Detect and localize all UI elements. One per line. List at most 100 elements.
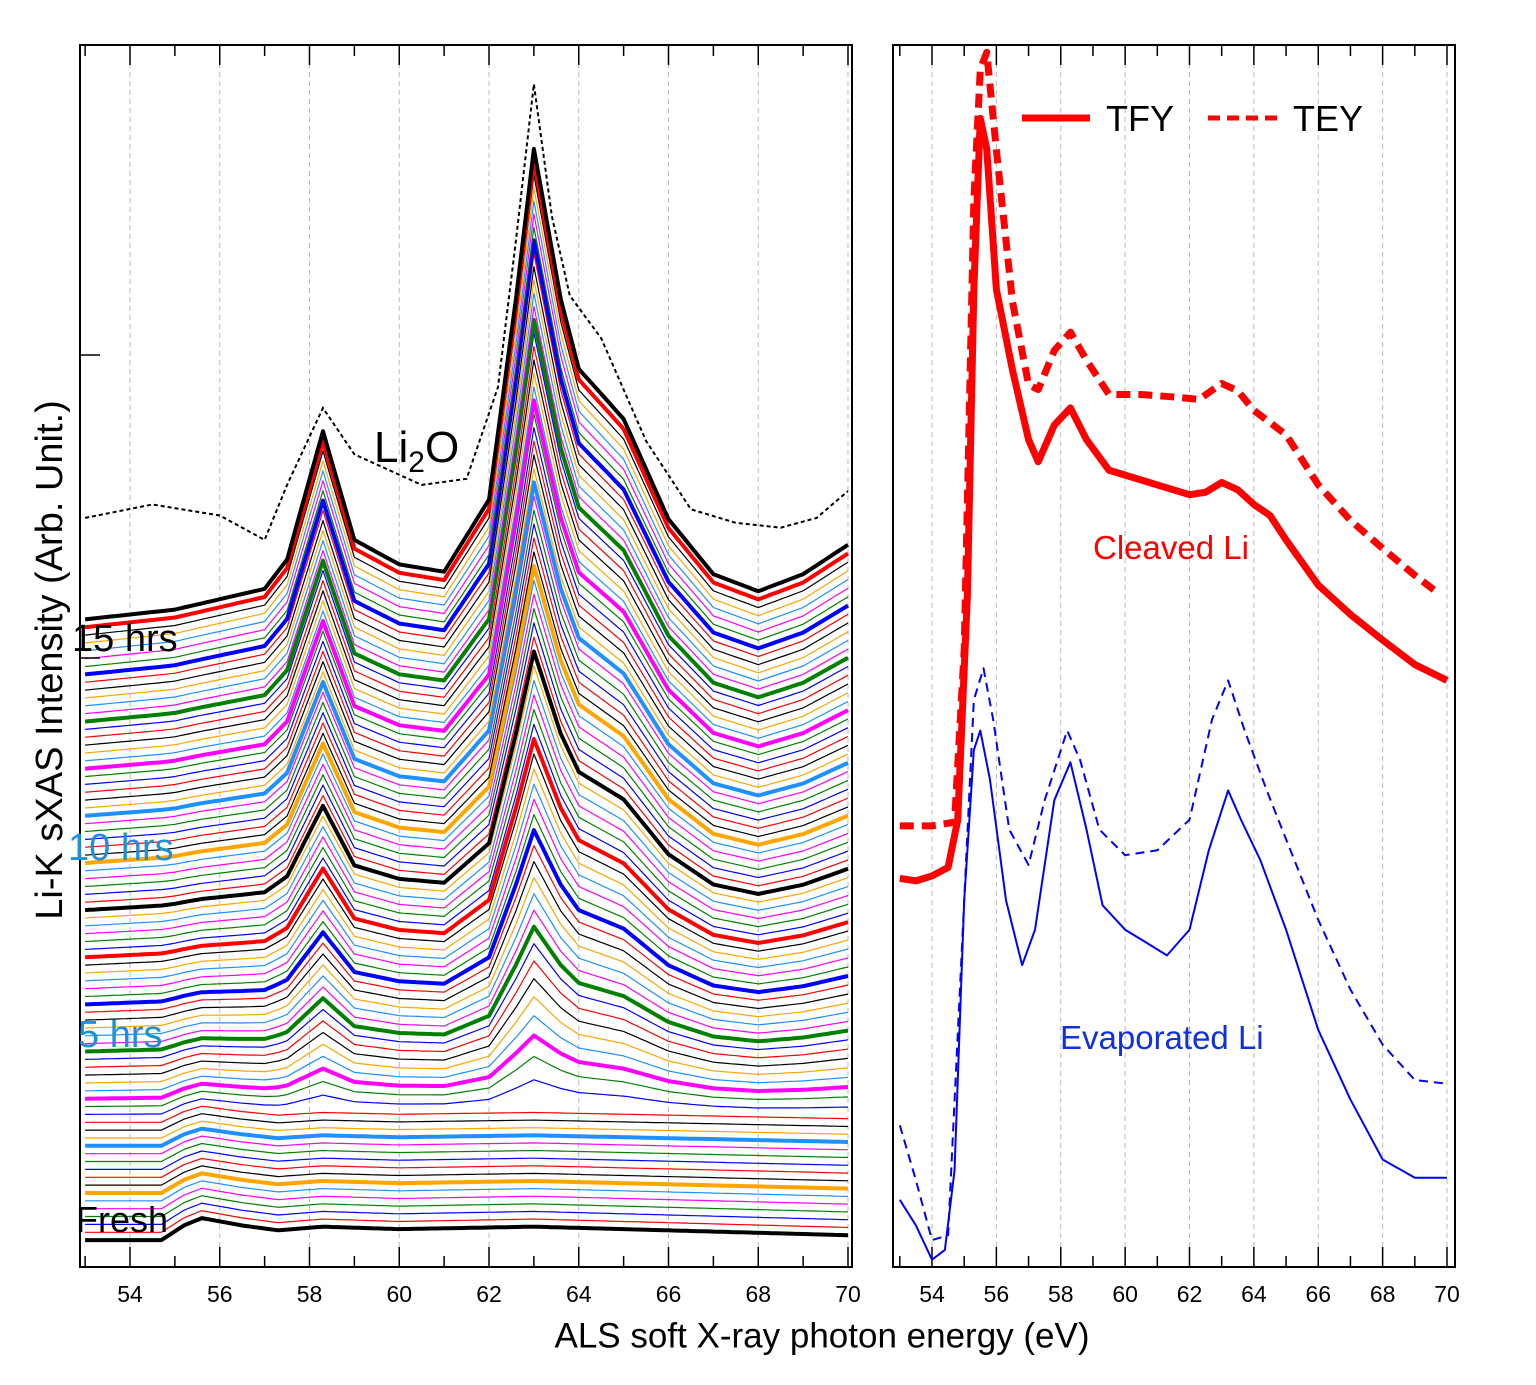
- x-tick-label: 58: [297, 1281, 323, 1307]
- series-line-51: [85, 523, 849, 840]
- series-line-35: [85, 753, 849, 966]
- x-tick-label: 58: [1048, 1281, 1074, 1307]
- series-line-0: [85, 1216, 849, 1243]
- series-line-78: [84, 159, 850, 630]
- x-tick-label: 64: [566, 1281, 592, 1307]
- x-tick-label: 68: [745, 1281, 771, 1307]
- series-line-68: [85, 292, 849, 707]
- series-line-59: [85, 413, 849, 778]
- series-line-57: [85, 440, 849, 793]
- series-line-73: [85, 226, 849, 668]
- series-line-33: [85, 783, 849, 982]
- series-line-39: [85, 694, 849, 935]
- series-cleaved-li-tey: [899, 48, 1437, 830]
- x-tick-label: 56: [984, 1281, 1010, 1307]
- series-line-27: [85, 876, 849, 1029]
- series-line-32: [85, 798, 849, 990]
- series-line-4: [85, 1187, 849, 1210]
- y-axis-label: Li-K sXAS Intensity (Arb. Unit.): [29, 400, 71, 920]
- series-line-8: [85, 1157, 849, 1178]
- label-10-hrs: 10 hrs: [68, 827, 174, 869]
- series-line-61: [85, 386, 849, 762]
- x-tick-label: 64: [1241, 1281, 1267, 1307]
- label-5-hrs: 5 hrs: [78, 1014, 163, 1056]
- x-tick-label: 70: [1434, 1281, 1460, 1307]
- series-line-58: [85, 427, 849, 785]
- series-line-52: [85, 509, 849, 833]
- series-line-15: [85, 1105, 849, 1123]
- series-line-46: [85, 593, 849, 880]
- series-line-70: [85, 266, 849, 691]
- legend-tey-label: TEY: [1293, 98, 1364, 139]
- series-line-25: [85, 909, 849, 1045]
- li2o-end: O: [424, 423, 460, 472]
- series-line-38: [85, 708, 849, 943]
- series-line-77: [85, 174, 849, 636]
- series-line-17: [85, 1055, 849, 1108]
- x-tick-label: 68: [1370, 1281, 1396, 1307]
- series-line-49: [85, 551, 849, 856]
- series-line-1: [85, 1210, 849, 1233]
- x-axis-label: ALS soft X-ray photon energy (eV): [554, 1316, 1090, 1356]
- legend-tfy-label: TFY: [1106, 98, 1174, 139]
- series-cleaved-li-tfy: [899, 114, 1449, 885]
- series-line-7: [85, 1165, 849, 1186]
- series-evaporated-li-tey: [898, 667, 1448, 1242]
- series-line-65: [85, 332, 849, 730]
- li2o-subscript: 2: [408, 445, 425, 479]
- series-line-54: [84, 480, 849, 818]
- series-line-43: [85, 636, 849, 903]
- series-line-53: [85, 495, 849, 825]
- label-evaporated-li: Evaporated Li: [1060, 1019, 1264, 1056]
- series-line-47: [85, 579, 849, 872]
- series-line-29: [85, 845, 849, 1013]
- series-line-26: [85, 893, 849, 1037]
- x-tick-label: 54: [919, 1281, 945, 1307]
- series-line-75: [85, 200, 849, 652]
- series-line-19: [85, 1015, 849, 1092]
- x-tick-label: 70: [835, 1281, 861, 1307]
- series-line-31: [85, 813, 849, 998]
- series-line-60: [84, 398, 849, 771]
- series-line-10: [85, 1142, 849, 1163]
- series-line-20: [85, 996, 849, 1084]
- series-line-41: [85, 665, 849, 919]
- series-line-9: [85, 1150, 849, 1171]
- series-line-13: [85, 1120, 849, 1139]
- series-line-79: [84, 146, 850, 622]
- series-evaporated-li-tfy: [898, 729, 1447, 1261]
- series-line-30: [85, 828, 849, 1007]
- series-line-3: [85, 1195, 849, 1218]
- x-tick-label: 62: [1177, 1281, 1203, 1307]
- series-line-24: [85, 924, 849, 1054]
- series-line-16: [85, 1079, 848, 1116]
- series-line-2: [85, 1202, 849, 1226]
- series-line-18: [85, 1033, 849, 1101]
- x-tick-label: 60: [386, 1281, 412, 1307]
- li2o-main: Li: [374, 423, 409, 472]
- series-line-74: [85, 213, 849, 660]
- series-line-6: [85, 1171, 849, 1195]
- series-line-12: [85, 1126, 849, 1148]
- series-line-76: [85, 187, 849, 644]
- plot-frame: [79, 44, 853, 1268]
- x-tick-label: 66: [656, 1281, 682, 1307]
- series-line-14: [85, 1113, 849, 1131]
- plot-frame: [892, 44, 1456, 1268]
- series-line-21: [85, 978, 849, 1076]
- series-line-42: [84, 649, 849, 913]
- series-line-67: [85, 305, 849, 715]
- series-line-34: [85, 768, 849, 974]
- series-line-71: [85, 252, 849, 683]
- series-line-63: [85, 359, 849, 746]
- series-line-62: [85, 372, 849, 754]
- series-line-40: [85, 679, 849, 927]
- series-line-11: [85, 1135, 849, 1155]
- series-line-64: [85, 345, 849, 738]
- label-fresh: Fresh: [76, 1199, 169, 1240]
- series-line-48: [84, 564, 849, 865]
- series-line-22: [85, 960, 849, 1068]
- x-tick-label: 60: [1112, 1281, 1138, 1307]
- series-line-69: [85, 279, 849, 699]
- series-group: [84, 146, 850, 1243]
